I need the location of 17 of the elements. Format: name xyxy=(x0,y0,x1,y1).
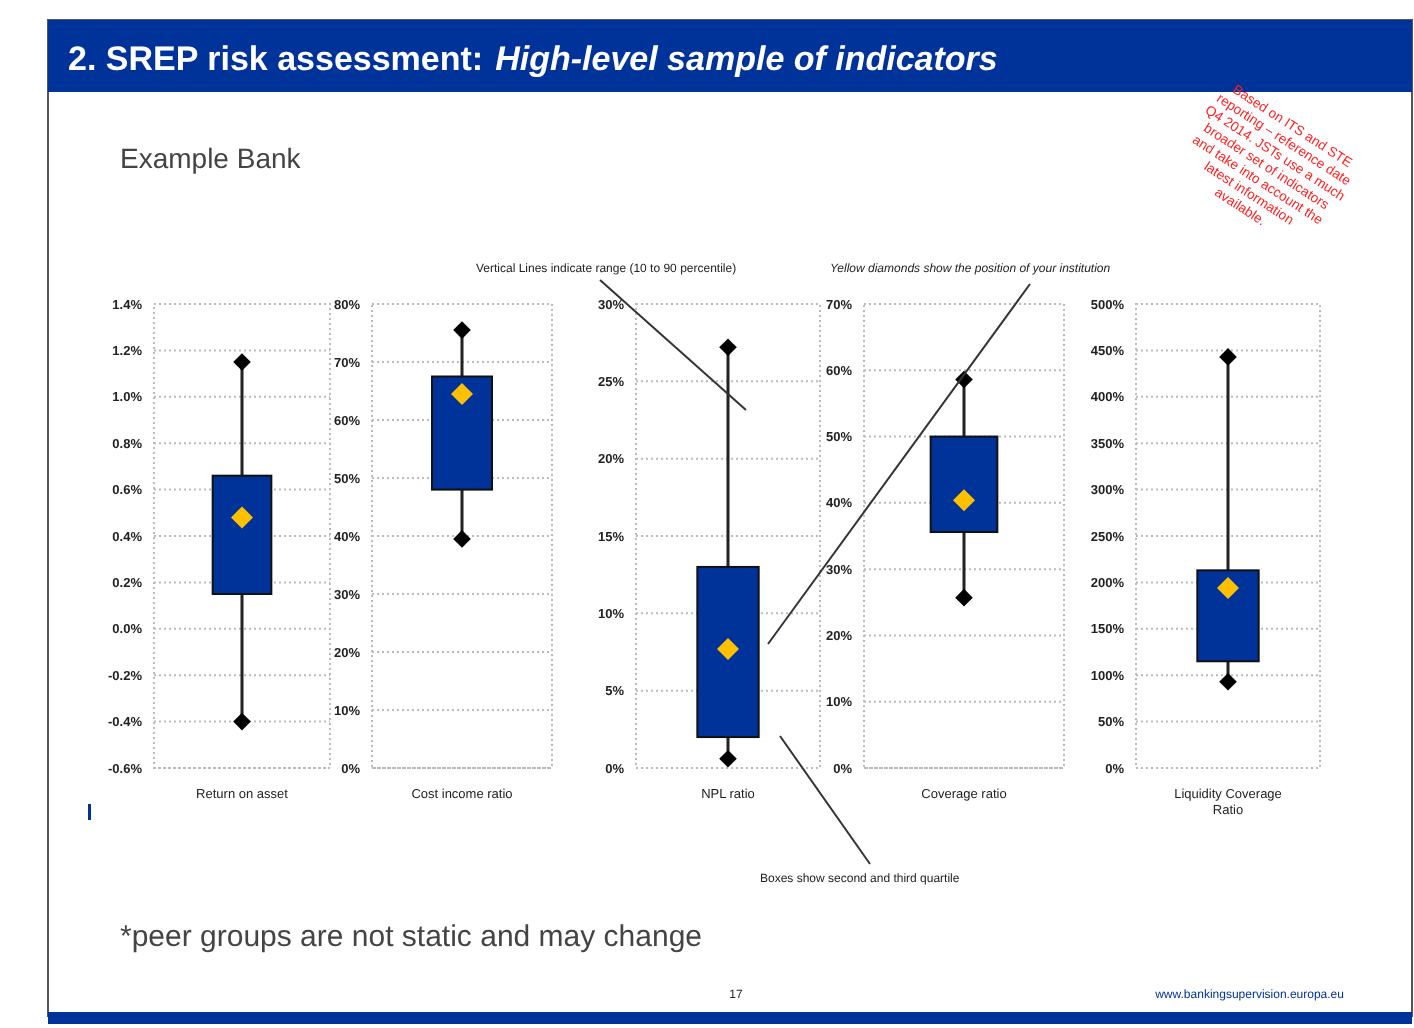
point xyxy=(1219,348,1237,366)
point xyxy=(955,588,973,607)
point xyxy=(719,749,737,768)
point xyxy=(453,321,471,339)
point xyxy=(953,489,975,512)
point xyxy=(1217,576,1239,599)
point xyxy=(1219,672,1237,691)
text: *peer groups are not static and may change xyxy=(120,920,703,954)
point xyxy=(453,530,471,548)
point xyxy=(233,712,251,731)
point xyxy=(717,637,739,660)
point xyxy=(233,353,251,371)
chart-subtitle: Example Bank xyxy=(120,142,303,174)
point xyxy=(719,338,737,357)
point xyxy=(231,506,253,529)
text: 2. SREP risk assessment: High-level sample of indicators xyxy=(68,40,998,78)
point xyxy=(451,382,473,405)
